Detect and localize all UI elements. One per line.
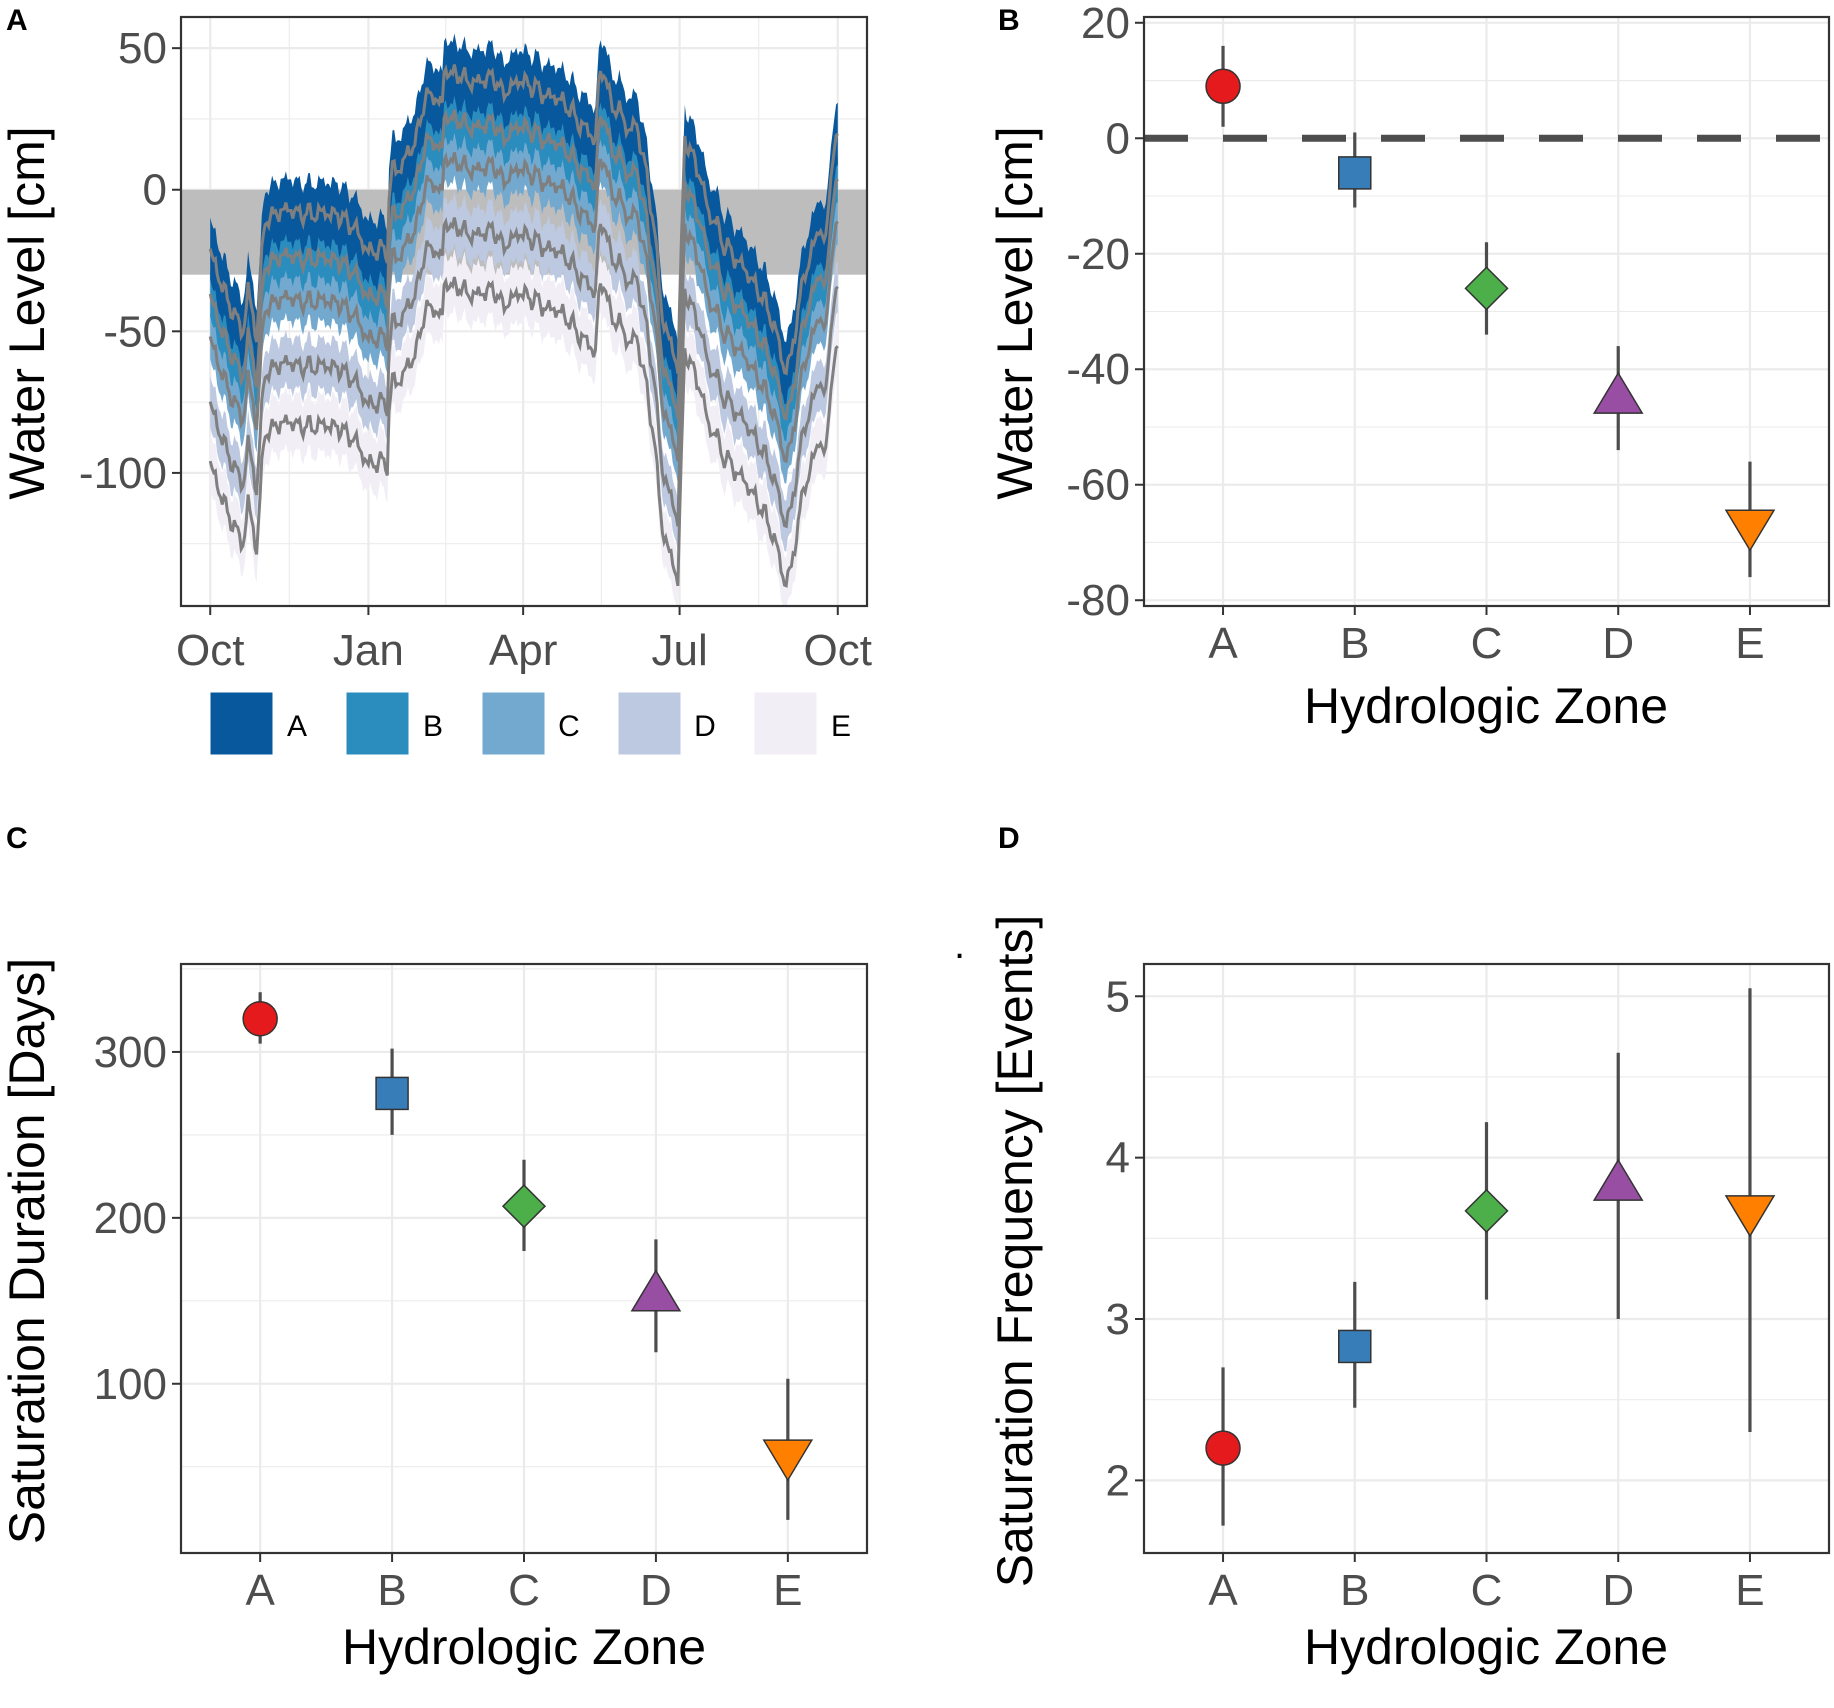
- panel-c-y-tick-label-1: 200: [94, 1194, 167, 1243]
- panel-c-x-tick-label-b: B: [377, 1566, 406, 1615]
- panel-d-y-tick-label-2: 3: [1106, 1295, 1130, 1344]
- panel-b-y-tick-label-3: -40: [1066, 345, 1130, 394]
- panel-b-y-tick-label-1: 0: [1106, 114, 1130, 163]
- panel-b-point-c: [1464, 266, 1509, 311]
- panel-a-legend-label-e: E: [831, 710, 851, 743]
- panel-letter-a: A: [6, 4, 28, 37]
- panel-a-legend-label-a: A: [287, 710, 307, 743]
- panel-a-legend-label-d: D: [694, 710, 716, 743]
- panel-c-y-tick-label-0: 300: [94, 1028, 167, 1077]
- panel-d-x-tick-label-a: A: [1208, 1566, 1238, 1615]
- panel-d-x-tick-label-e: E: [1735, 1566, 1764, 1615]
- panel-c-point-e: [762, 1439, 814, 1482]
- panel-a-legend-key-b: [345, 691, 410, 756]
- panel-c-x-tick-label-c: C: [508, 1566, 540, 1615]
- panel-d-x-tick-label-c: C: [1471, 1566, 1503, 1615]
- panel-b-x-axis-title: Hydrologic Zone: [1304, 678, 1668, 734]
- panel-c-point-d: [630, 1269, 682, 1312]
- panel-d-x-tick-label-b: B: [1340, 1566, 1369, 1615]
- panel-b-point-e: [1724, 509, 1776, 552]
- panel-a-mean-line-b: [208, 109, 839, 421]
- panel-letter-b: B: [998, 4, 1020, 37]
- panel-b-x-tick-label-e: E: [1735, 619, 1764, 668]
- panel-d-point-d: [1592, 1158, 1644, 1201]
- panel-d-y-tick-label-0: 5: [1106, 972, 1130, 1021]
- panel-a-y-tick-label-0: 50: [118, 24, 167, 73]
- panel-c-point-b: [375, 1076, 409, 1111]
- panel-a-x-tick-label-2: Apr: [489, 626, 557, 675]
- panel-d-x-axis-title: Hydrologic Zone: [1304, 1619, 1668, 1675]
- panel-a-legend-key-c: [481, 691, 546, 756]
- panel-letter-d: D: [998, 822, 1020, 855]
- panel-b-x-tick-label-a: A: [1208, 619, 1238, 668]
- panel-a-ribbon-d: [210, 192, 838, 552]
- panel-b-point-d: [1592, 371, 1644, 414]
- panel-d-point-a: [1205, 1430, 1241, 1466]
- panel-a-mean-line-a: [208, 63, 839, 376]
- panel-c-point-c: [501, 1184, 547, 1229]
- panel-letter-c: C: [6, 822, 28, 855]
- panel-a-x-tick-label-0: Oct: [176, 626, 244, 675]
- panel-a-ribbon-e: [210, 248, 838, 606]
- panel-d-y-tick-label-1: 4: [1106, 1134, 1130, 1183]
- panel-d-point-e: [1724, 1195, 1776, 1238]
- panel-d-y-axis-title: Saturation Frequency [Events]: [987, 915, 1043, 1588]
- panel-a-legend-label-b: B: [423, 710, 443, 743]
- panel-a-legend-key-e: [753, 691, 818, 756]
- panel-b-point-a: [1205, 68, 1241, 105]
- panel-b-y-tick-label-0: 20: [1081, 0, 1130, 48]
- stray-dot: .: [954, 923, 965, 967]
- panel-c-y-axis-title: Saturation Duration [Days]: [0, 958, 55, 1544]
- panel-d-x-tick-label-d: D: [1602, 1566, 1634, 1615]
- panel-b-y-tick-label-5: -80: [1066, 576, 1130, 625]
- panel-a-x-tick-label-4: Oct: [804, 626, 872, 675]
- panel-b-x-tick-label-c: C: [1471, 619, 1503, 668]
- panel-b-y-tick-label-2: -20: [1066, 230, 1130, 279]
- panel-b-y-tick-label-4: -60: [1066, 461, 1130, 510]
- panel-d-point-b: [1338, 1329, 1372, 1364]
- panel-b-y-axis-title: Water Level [cm]: [987, 126, 1043, 499]
- panel-a-y-axis-title: Water Level [cm]: [0, 126, 55, 499]
- panel-c-x-tick-label-a: A: [245, 1566, 275, 1615]
- panel-c-x-tick-label-e: E: [773, 1566, 802, 1615]
- panel-b-x-tick-label-b: B: [1340, 619, 1369, 668]
- panel-c-x-axis-title: Hydrologic Zone: [342, 1619, 706, 1675]
- panel-a-mean-line-e: [208, 276, 839, 588]
- panel-c-point-a: [242, 1001, 278, 1037]
- panel-c-y-tick-label-2: 100: [94, 1360, 167, 1409]
- panel-a-legend-label-c: C: [558, 710, 580, 743]
- panel-d-y-tick-label-3: 2: [1106, 1456, 1130, 1505]
- panel-a-y-tick-label-3: -100: [79, 449, 167, 498]
- panel-a-ribbon-b: [210, 87, 838, 442]
- panel-a-legend-key-a: [209, 691, 274, 756]
- panel-a-mean-line-d: [208, 216, 839, 529]
- panel-b-point-b: [1338, 156, 1372, 190]
- panel-a-mean-line-c: [208, 151, 839, 464]
- panel-a-y-tick-label-2: -50: [103, 307, 167, 356]
- panel-d-point-c: [1464, 1188, 1509, 1233]
- panel-a-ribbon-c: [210, 129, 838, 485]
- panel-a-x-tick-label-3: Jul: [651, 626, 707, 675]
- panel-a-ribbon-group: [208, 33, 839, 606]
- panel-a-legend-key-d: [617, 691, 682, 756]
- panel-c-x-tick-label-d: D: [640, 1566, 672, 1615]
- panel-a-x-tick-label-1: Jan: [333, 626, 404, 675]
- panel-a-y-tick-label-1: 0: [143, 166, 167, 215]
- panel-b-x-tick-label-d: D: [1602, 619, 1634, 668]
- panel-a-ribbon-a: [210, 33, 838, 405]
